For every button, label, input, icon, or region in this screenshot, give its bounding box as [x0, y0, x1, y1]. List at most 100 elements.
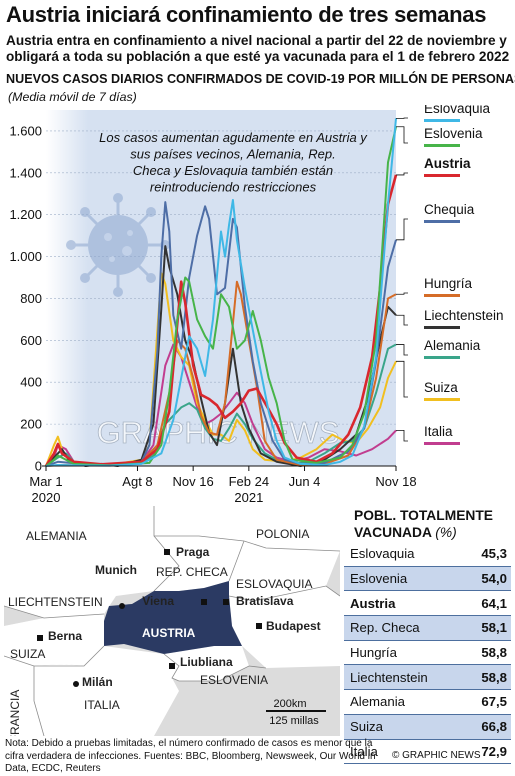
value-cell: 54,0	[463, 566, 511, 591]
x-tick-label: Nov 18	[375, 474, 416, 489]
x-tick-year: 2021	[234, 490, 263, 505]
map-city-label: Bratislava	[236, 594, 294, 608]
map-city-label: Berna	[48, 629, 82, 643]
main-title: Austria iniciará confinamiento de tres s…	[6, 2, 486, 28]
map-scale-bar	[266, 710, 326, 712]
country-cell: Eslovenia	[344, 566, 463, 591]
x-tick-label: Agt 8	[122, 474, 152, 489]
y-tick-label: 600	[20, 333, 42, 348]
vaccination-title-line2: VACUNADA	[354, 525, 431, 540]
legend-leader	[396, 173, 408, 175]
country-cell: Alemania	[344, 690, 463, 715]
map-city-marker	[256, 623, 262, 629]
map-city-marker	[223, 599, 229, 605]
map-city-marker	[169, 663, 175, 669]
y-tick-label: 0	[35, 459, 42, 474]
chart-subheading: (Media móvil de 7 días)	[8, 90, 137, 104]
legend-label-suiza: Suiza	[424, 380, 458, 395]
x-tick-label: Nov 16	[173, 474, 214, 489]
y-tick-label: 800	[20, 291, 42, 306]
legend-label-chequia: Chequia	[424, 202, 475, 217]
legend-leader	[396, 127, 408, 143]
map-scale-km: 200km	[273, 698, 306, 710]
vaccination-unit: (%)	[435, 525, 456, 540]
map-city-label: Praga	[176, 545, 210, 559]
covid-line-chart: GRAPHIC NEWS Los casos aumentan agudamen…	[0, 105, 515, 505]
country-cell: Hungría	[344, 640, 463, 665]
map-country-label: SUIZA	[10, 647, 45, 661]
legend-swatch	[424, 220, 460, 223]
country-cell: Eslovaquia	[344, 542, 463, 566]
legend-swatch	[424, 326, 460, 329]
annotation-line: Checa y Eslovaquia también están	[133, 163, 333, 178]
map-country-label: ITALIA	[84, 698, 120, 712]
country-cell: Suiza	[344, 714, 463, 739]
legend-leader	[396, 219, 408, 240]
legend-swatch	[424, 398, 460, 401]
virus-icon	[66, 193, 170, 297]
map-country-label: REP. CHECA	[156, 565, 228, 579]
map-country-label: FRANCIA	[8, 690, 22, 736]
country-cell: Rep. Checa	[344, 616, 463, 641]
y-tick-label: 400	[20, 375, 42, 390]
map-scale-miles: 125 millas	[269, 715, 319, 727]
map-city-marker	[37, 635, 43, 641]
value-cell: 64,1	[463, 591, 511, 616]
annotation-line: reintroduciendo restricciones	[150, 180, 317, 195]
map-city-marker	[73, 681, 79, 687]
legend-label-hungría: Hungría	[424, 276, 473, 291]
legend-label-eslovenia: Eslovenia	[424, 126, 483, 141]
vaccination-table-title: POBL. TOTALMENTE VACUNADA (%)	[354, 507, 493, 541]
map-city-label: Munich	[95, 563, 137, 577]
map-city-label: Liubliana	[180, 655, 233, 669]
credit: © GRAPHIC NEWS	[392, 750, 481, 761]
chart-heading: NUEVOS CASOS DIARIOS CONFIRMADOS DE COVI…	[6, 72, 515, 86]
map-country-label: POLONIA	[256, 527, 309, 541]
legend-leader	[396, 361, 408, 397]
y-tick-label: 1.600	[9, 123, 42, 138]
map-country-label: LIECHTENSTEIN	[8, 595, 103, 609]
x-tick-label: Jun 4	[289, 474, 321, 489]
country-cell: Liechtenstein	[344, 665, 463, 690]
map-city-marker	[164, 549, 170, 555]
map-country-label: ESLOVENIA	[200, 673, 268, 687]
legend-swatch	[424, 294, 460, 297]
x-tick-year: 2020	[32, 490, 61, 505]
value-cell: 66,8	[463, 714, 511, 739]
vaccination-title-line1: POBL. TOTALMENTE	[354, 508, 493, 523]
value-cell: 58,1	[463, 616, 511, 641]
map-city-marker	[201, 599, 207, 605]
legend-leader	[396, 293, 408, 294]
map-country-label: ESLOVAQUIA	[236, 577, 312, 591]
country-cell: Austria	[344, 591, 463, 616]
value-cell: 58,8	[463, 665, 511, 690]
legend-leader	[396, 430, 408, 441]
map-city-label: Milán	[82, 675, 113, 689]
legend-swatch	[424, 356, 460, 359]
legend-swatch	[424, 174, 460, 177]
legend-swatch	[424, 119, 460, 122]
x-tick-label: Mar 1	[29, 474, 62, 489]
map-city-marker	[119, 603, 125, 609]
annotation-line: sus países vecinos, Alemania, Rep.	[130, 147, 335, 162]
map-city-label: Viena	[142, 594, 174, 608]
x-tick-label: Feb 24	[229, 474, 269, 489]
legend-label-austria: Austria	[424, 156, 471, 171]
legend-label-alemania: Alemania	[424, 338, 481, 353]
y-tick-label: 1.000	[9, 249, 42, 264]
legend-swatch	[424, 442, 460, 445]
y-tick-label: 1.200	[9, 207, 42, 222]
annotation-line: Los casos aumentan agudamente en Austria…	[99, 130, 368, 145]
y-tick-label: 200	[20, 417, 42, 432]
y-tick-label: 1.400	[9, 165, 42, 180]
value-cell: 67,5	[463, 690, 511, 715]
